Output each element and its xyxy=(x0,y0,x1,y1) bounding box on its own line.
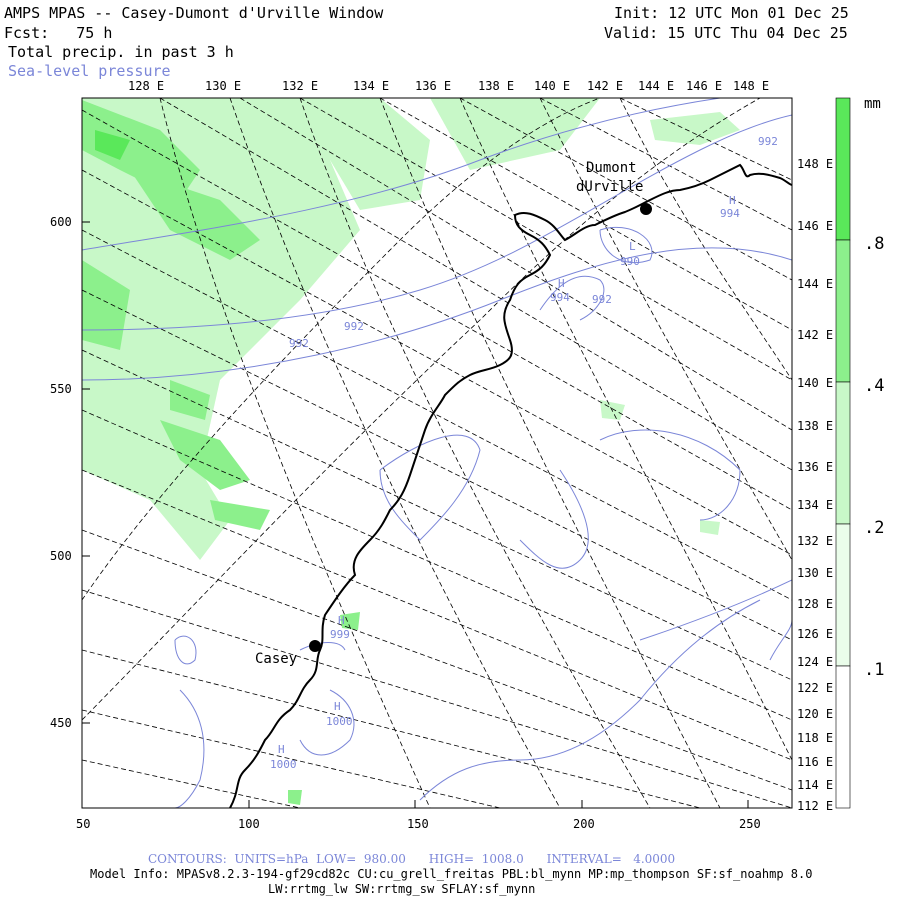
pressure-value-label: 990 xyxy=(620,255,640,268)
pressure-value-label: 992 xyxy=(344,320,364,333)
pressure-high-label: H xyxy=(338,614,345,627)
lon-tick-label: 134 E xyxy=(797,498,833,512)
contour-info: CONTOURS: UNITS=hPa LOW= 980.00 HIGH= 10… xyxy=(148,852,676,866)
lon-tick-label: 134 E xyxy=(353,79,389,93)
lon-tick-label: 138 E xyxy=(478,79,514,93)
forecast-hour: Fcst: 75 h xyxy=(4,24,113,42)
lon-tick-label: 136 E xyxy=(415,79,451,93)
pressure-value-label: 994 xyxy=(550,291,570,304)
pressure-value-label: 994 xyxy=(720,207,740,220)
lon-tick-label: 114 E xyxy=(797,778,833,792)
pressure-value-label: 1000 xyxy=(270,758,297,771)
lon-tick-label: 142 E xyxy=(587,79,623,93)
colorbar-swatch xyxy=(835,665,851,809)
colorbar-swatch xyxy=(835,381,851,525)
lon-tick-label: 130 E xyxy=(797,566,833,580)
field-name: Total precip. in past 3 h xyxy=(8,43,234,61)
bottom-x-axis: 50 100 150 200 250 xyxy=(76,800,761,831)
x-tick-label: 50 xyxy=(76,817,90,831)
lon-tick-label: 146 E xyxy=(797,219,833,233)
lon-tick-label: 128 E xyxy=(797,597,833,611)
pressure-high-label: H xyxy=(729,194,736,207)
model-info-physics: LW:rrtmg_lw SW:rrtmg_sw SFLAY:sf_mynn xyxy=(268,882,536,896)
lon-tick-label: 132 E xyxy=(282,79,318,93)
x-tick-label: 250 xyxy=(739,817,761,831)
x-tick-label: 100 xyxy=(238,817,260,831)
pressure-value-label: 1000 xyxy=(326,715,353,728)
right-longitude-axis: 148 E 146 E 144 E 142 E 140 E 138 E 136 … xyxy=(797,157,833,813)
dumont-durville-marker xyxy=(640,203,652,215)
lon-tick-label: 146 E xyxy=(686,79,722,93)
lon-tick-label: 148 E xyxy=(733,79,769,93)
colorbar-label: .8 xyxy=(864,234,884,254)
pressure-low-label: L xyxy=(629,240,636,253)
y-tick-label: 450 xyxy=(50,716,72,730)
lon-tick-label: 116 E xyxy=(797,755,833,769)
lon-tick-label: 130 E xyxy=(205,79,241,93)
lon-tick-label: 144 E xyxy=(638,79,674,93)
left-y-axis: 600 550 500 450 xyxy=(50,215,90,730)
y-tick-label: 550 xyxy=(50,382,72,396)
coastline xyxy=(229,163,792,808)
station-label-casey: Casey xyxy=(255,651,297,667)
overlay-name: Sea-level pressure xyxy=(8,62,171,80)
pressure-high-label: H xyxy=(334,700,341,713)
y-tick-label: 500 xyxy=(50,549,72,563)
lon-tick-label: 148 E xyxy=(797,157,833,171)
lon-tick-label: 140 E xyxy=(797,376,833,390)
colorbar-swatch xyxy=(835,523,851,667)
x-tick-label: 150 xyxy=(407,817,429,831)
colorbar-unit: mm xyxy=(864,96,881,112)
lon-tick-label: 126 E xyxy=(797,627,833,641)
lon-tick-label: 128 E xyxy=(128,79,164,93)
latlon-grid xyxy=(82,98,792,808)
station-label-dumont: Dumont xyxy=(586,160,637,176)
pressure-value-label: 992 xyxy=(758,135,778,148)
pressure-value-label: 999 xyxy=(330,628,350,641)
pressure-contours xyxy=(82,98,792,808)
lon-tick-label: 142 E xyxy=(797,328,833,342)
colorbar: mm .8 .4 .2 .1 xyxy=(835,96,884,809)
lon-tick-label: 118 E xyxy=(797,731,833,745)
lon-tick-label: 140 E xyxy=(534,79,570,93)
lon-tick-label: 144 E xyxy=(797,277,833,291)
pressure-high-label: H xyxy=(558,277,565,290)
valid-time: Valid: 15 UTC Thu 04 Dec 25 xyxy=(604,24,848,42)
colorbar-swatch xyxy=(835,239,851,383)
map-frame xyxy=(81,97,793,809)
lon-tick-label: 122 E xyxy=(797,681,833,695)
lon-tick-label: 132 E xyxy=(797,534,833,548)
lon-tick-label: 138 E xyxy=(797,419,833,433)
lon-tick-label: 112 E xyxy=(797,799,833,813)
colorbar-label: .4 xyxy=(864,376,884,396)
station-label-durville: dUrville xyxy=(576,179,643,195)
colorbar-label: .2 xyxy=(864,518,884,538)
y-tick-label: 600 xyxy=(50,215,72,229)
model-info: Model Info: MPASv8.2.3-194-gf29cd82c CU:… xyxy=(90,867,813,881)
colorbar-swatch xyxy=(835,97,851,241)
pressure-high-label: H xyxy=(278,743,285,756)
pressure-value-label: 992 xyxy=(592,293,612,306)
lon-tick-label: 136 E xyxy=(797,460,833,474)
x-tick-label: 200 xyxy=(573,817,595,831)
lon-tick-label: 124 E xyxy=(797,655,833,669)
colorbar-label: .1 xyxy=(864,660,884,680)
lon-tick-label: 120 E xyxy=(797,707,833,721)
pressure-value-label: 992 xyxy=(289,337,309,350)
map-title: AMPS MPAS -- Casey-Dumont d'Urville Wind… xyxy=(4,4,384,22)
top-longitude-axis: 128 E 130 E 132 E 134 E 136 E 138 E 140 … xyxy=(128,79,769,93)
init-time: Init: 12 UTC Mon 01 Dec 25 xyxy=(614,4,849,22)
casey-marker xyxy=(309,640,321,652)
